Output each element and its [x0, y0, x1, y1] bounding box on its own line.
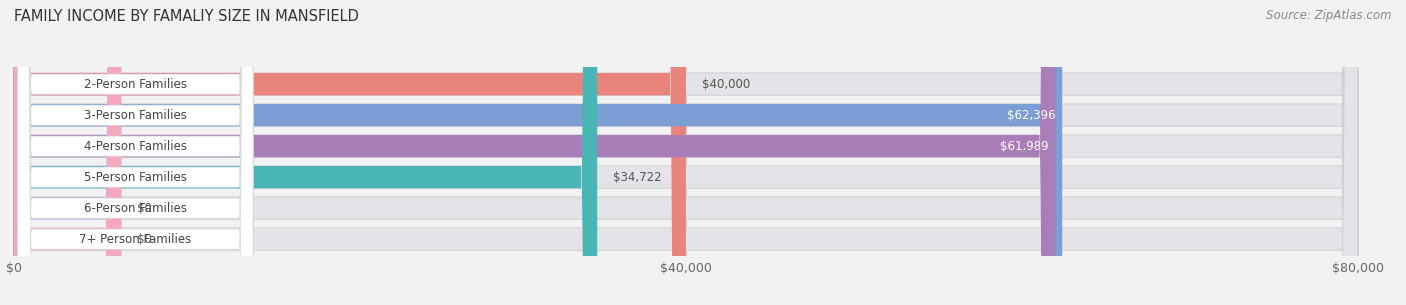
Text: $0: $0 [138, 233, 152, 246]
Text: Source: ZipAtlas.com: Source: ZipAtlas.com [1267, 9, 1392, 22]
FancyBboxPatch shape [18, 0, 253, 305]
FancyBboxPatch shape [14, 0, 1358, 305]
FancyBboxPatch shape [18, 0, 253, 305]
FancyBboxPatch shape [14, 0, 1056, 305]
Text: FAMILY INCOME BY FAMALIY SIZE IN MANSFIELD: FAMILY INCOME BY FAMALIY SIZE IN MANSFIE… [14, 9, 359, 24]
FancyBboxPatch shape [14, 0, 598, 305]
FancyBboxPatch shape [14, 0, 1358, 305]
Text: $62,396: $62,396 [1007, 109, 1056, 122]
FancyBboxPatch shape [14, 0, 686, 305]
FancyBboxPatch shape [14, 0, 1358, 305]
FancyBboxPatch shape [18, 0, 253, 305]
FancyBboxPatch shape [14, 0, 121, 305]
Text: 5-Person Families: 5-Person Families [84, 171, 187, 184]
Text: $34,722: $34,722 [613, 171, 662, 184]
Text: $61,989: $61,989 [1000, 140, 1049, 152]
FancyBboxPatch shape [14, 0, 1358, 305]
Text: 7+ Person Families: 7+ Person Families [79, 233, 191, 246]
FancyBboxPatch shape [18, 0, 253, 305]
FancyBboxPatch shape [14, 0, 1062, 305]
Text: 2-Person Families: 2-Person Families [84, 78, 187, 91]
FancyBboxPatch shape [14, 0, 1358, 305]
FancyBboxPatch shape [18, 0, 253, 305]
FancyBboxPatch shape [14, 0, 1358, 305]
Text: 4-Person Families: 4-Person Families [84, 140, 187, 152]
Text: $0: $0 [138, 202, 152, 215]
Text: 3-Person Families: 3-Person Families [84, 109, 187, 122]
FancyBboxPatch shape [14, 0, 121, 305]
Text: $40,000: $40,000 [702, 78, 751, 91]
FancyBboxPatch shape [18, 0, 253, 305]
Text: 6-Person Families: 6-Person Families [84, 202, 187, 215]
